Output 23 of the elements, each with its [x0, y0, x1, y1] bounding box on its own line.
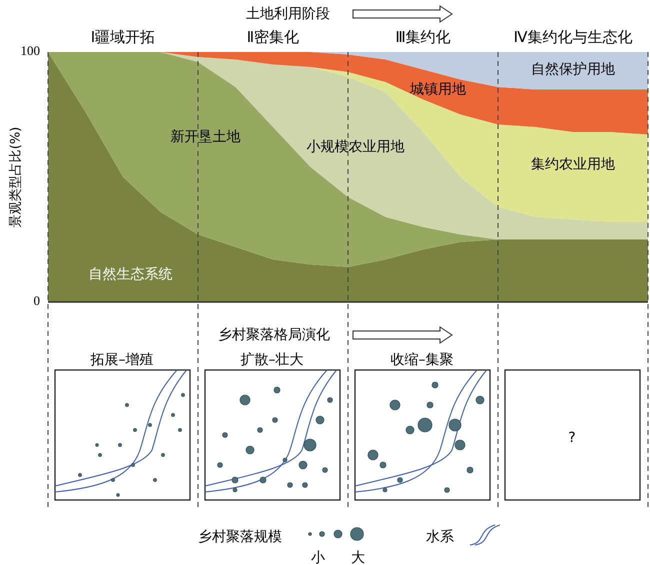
series-label: 自然生态系统 — [88, 266, 172, 282]
series-label: 新开垦土地 — [170, 128, 240, 145]
text: 拓展–增殖 — [90, 352, 154, 368]
text: 大 — [351, 550, 365, 565]
text: ? — [568, 430, 576, 446]
text: 乡村聚落规模 — [198, 528, 282, 545]
text: 乡村聚落格局演化 — [218, 326, 330, 343]
text: 小 — [311, 550, 325, 565]
text: Ⅱ密集化 — [246, 28, 300, 46]
series-label: 城镇用地 — [409, 81, 466, 98]
y-axis-title: 景观类型占比(%) — [8, 126, 24, 228]
text: 收缩–集聚 — [390, 352, 454, 368]
text: Ⅳ集约化与生态化 — [514, 28, 632, 46]
text: Ⅰ疆域开拓 — [90, 28, 156, 46]
text: 扩散–壮大 — [240, 352, 304, 368]
text: Ⅲ集约化 — [395, 28, 451, 46]
y-tick-label: 100 — [20, 42, 40, 58]
series-label: 小规模农业用地 — [306, 138, 404, 155]
y-tick-label: 0 — [34, 292, 40, 308]
chart-title: 土地利用阶段 — [246, 6, 330, 22]
text: 水系 — [426, 528, 454, 545]
series-label: 集约农业用地 — [531, 156, 615, 172]
series-label: 自然保护用地 — [531, 61, 615, 78]
